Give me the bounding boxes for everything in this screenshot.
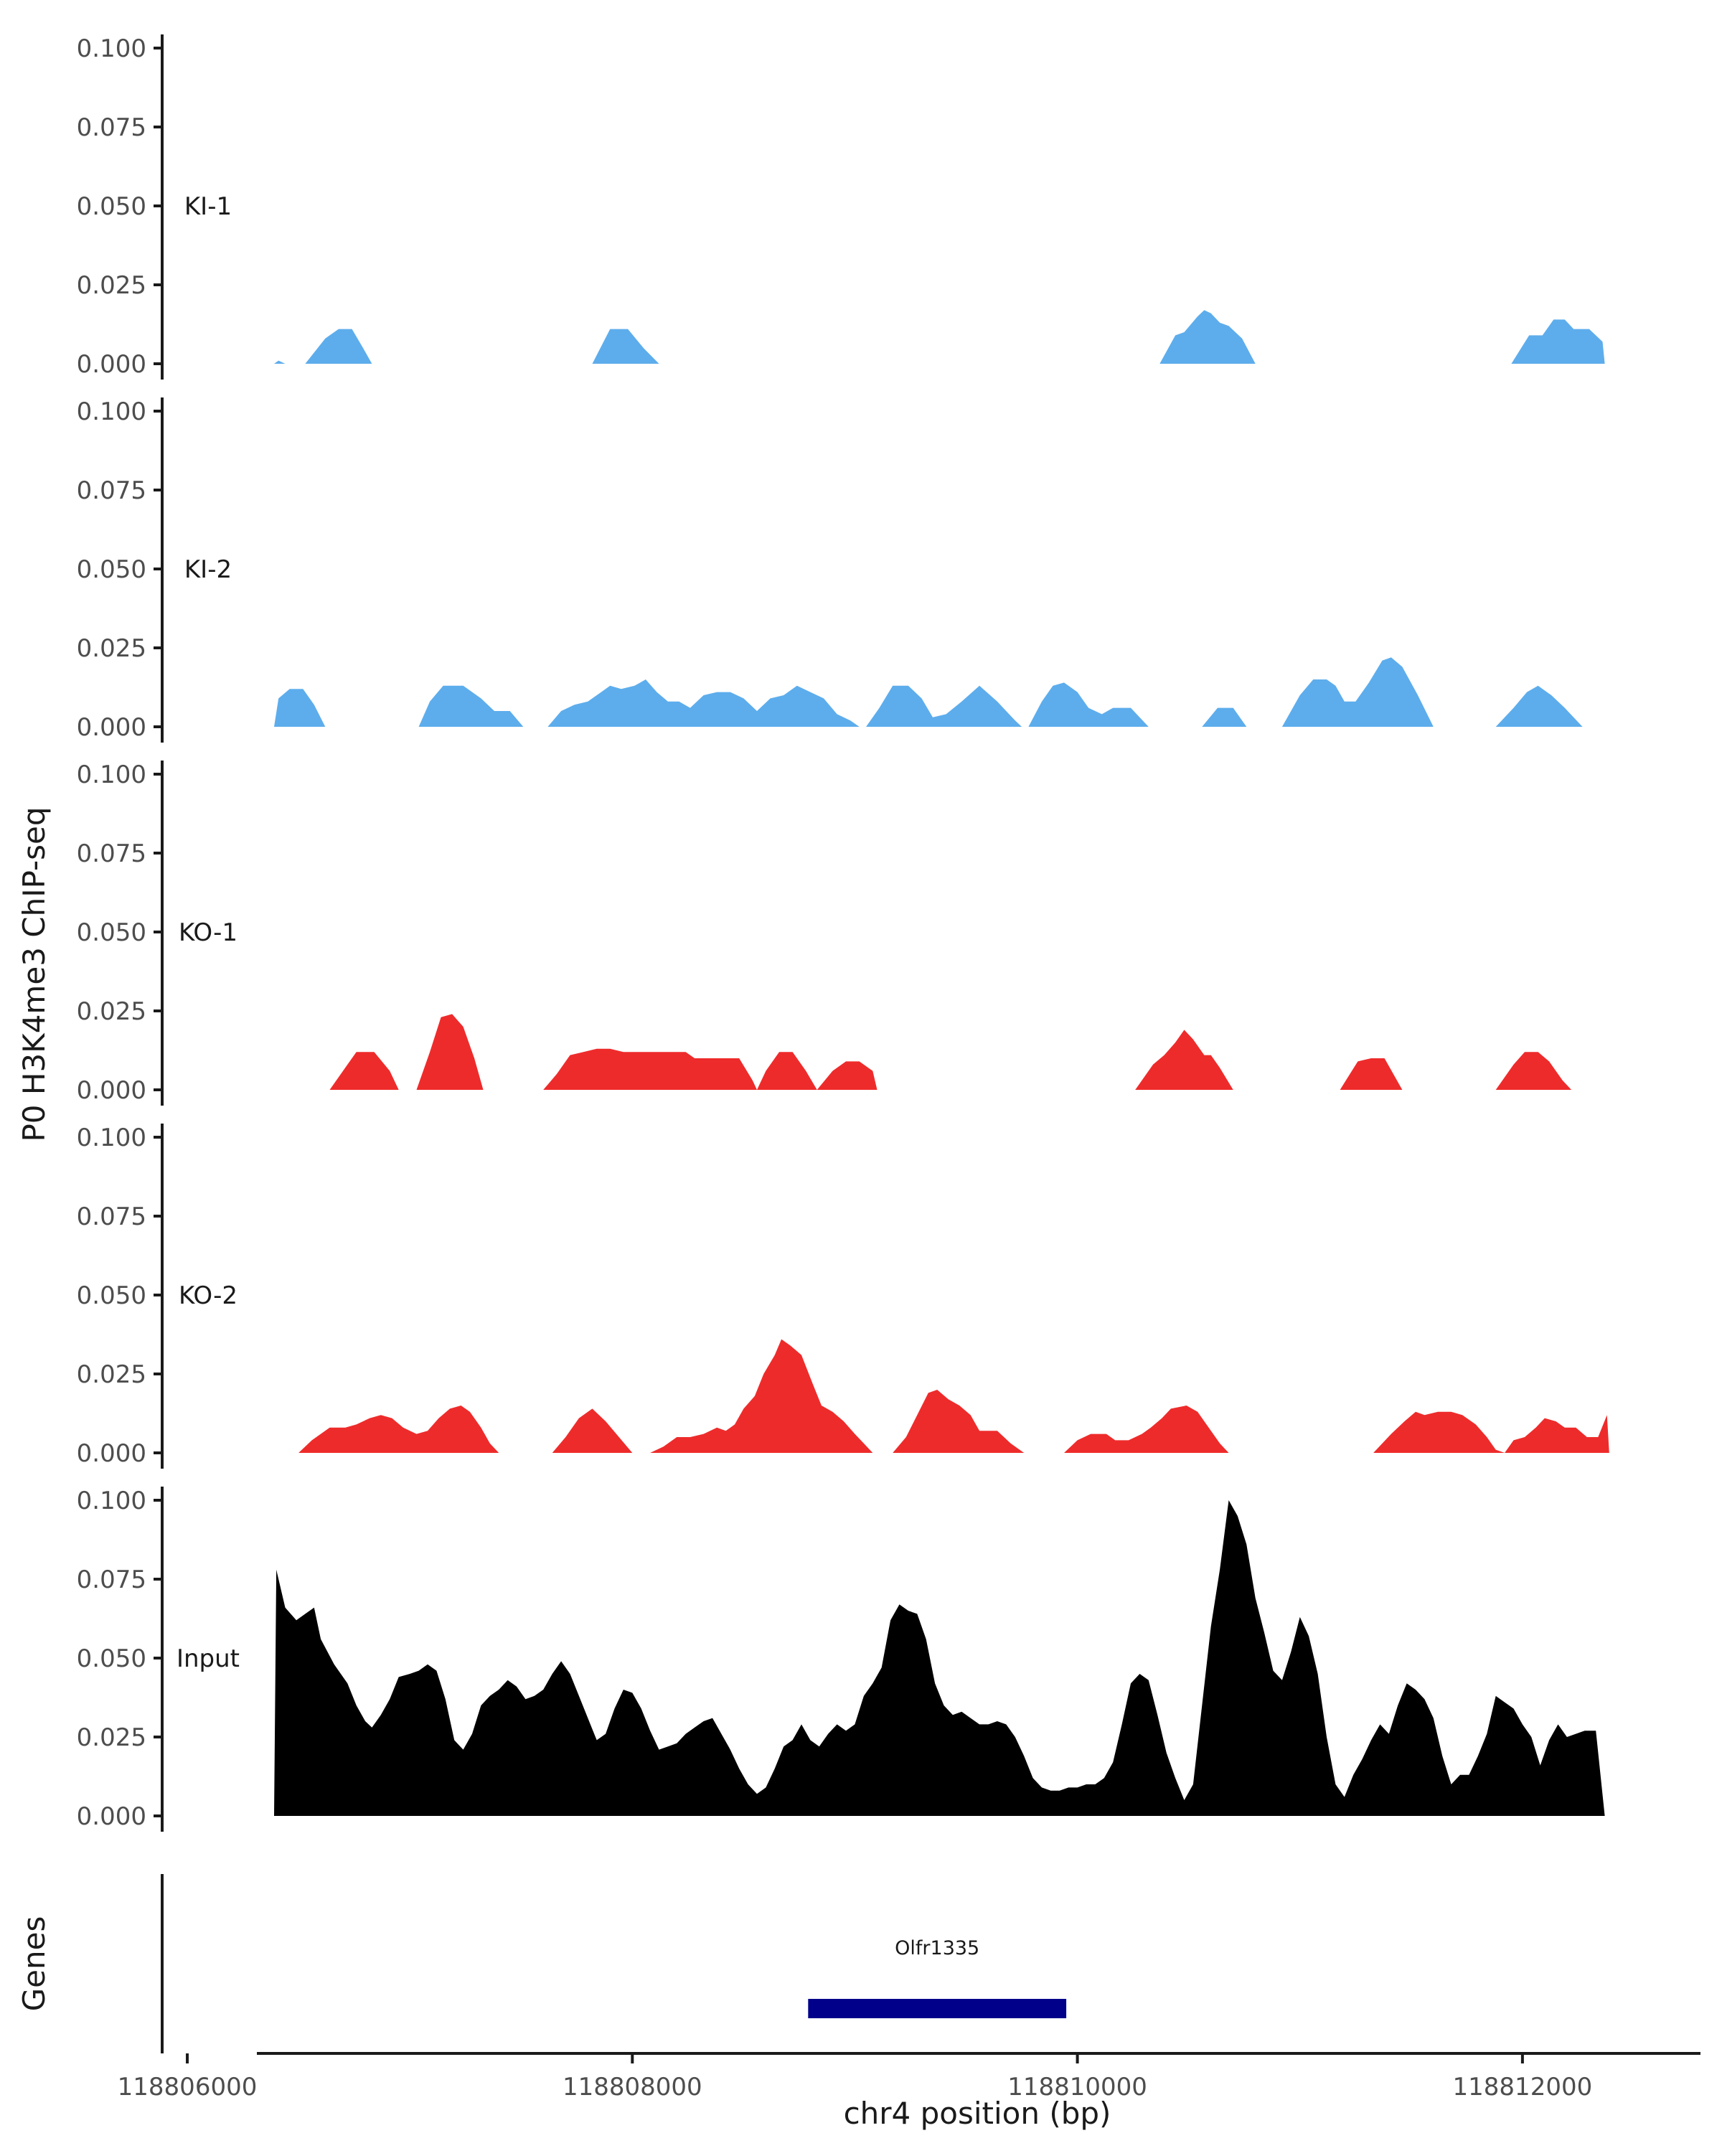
x-tick-label: 118812000	[1453, 2073, 1593, 2101]
coverage-area-ki-2	[274, 657, 1609, 727]
y-tick-label: 0.075	[77, 839, 146, 868]
y-tick-label: 0.000	[77, 1439, 146, 1468]
y-tick-label: 0.050	[77, 1281, 146, 1310]
y-tick-label: 0.025	[77, 997, 146, 1026]
track-panel-ki-1: 0.000 0.025 0.050 0.075 0.100 KI-1	[77, 34, 1605, 380]
x-tick-label: 118806000	[118, 2073, 258, 2101]
x-tick-label: 118808000	[563, 2073, 702, 2101]
y-tick-label: 0.050	[77, 918, 146, 947]
y-axis-title: P0 H3K4me3 ChIP-seq	[17, 806, 52, 1141]
y-tick-label: 0.075	[77, 113, 146, 142]
y-tick-label: 0.050	[77, 192, 146, 221]
y-tick-label: 0.050	[77, 1644, 146, 1673]
coverage-area-ki-1	[274, 310, 1605, 364]
y-tick-label: 0.000	[77, 1076, 146, 1105]
coverage-area-ko-1	[329, 1014, 1572, 1090]
track-label: Input	[177, 1644, 240, 1673]
y-tick-label: 0.100	[77, 1124, 146, 1152]
y-tick-label: 0.025	[77, 634, 146, 663]
y-tick-label: 0.025	[77, 1723, 146, 1752]
y-tick-label: 0.050	[77, 555, 146, 584]
y-tick-label: 0.100	[77, 1487, 146, 1515]
track-panel-ko-1: 0.000 0.025 0.050 0.075 0.100 KO-1	[77, 761, 1572, 1106]
genes-panel-title: Genes	[17, 1916, 52, 2012]
track-panel-ko-2: 0.000 0.025 0.050 0.075 0.100 KO-2	[77, 1124, 1609, 1469]
y-tick-label: 0.075	[77, 1202, 146, 1231]
track-panel-input: 0.000 0.025 0.050 0.075 0.100 Input	[77, 1487, 1605, 1832]
y-tick-label: 0.100	[77, 397, 146, 426]
coverage-area-input	[274, 1500, 1605, 1816]
y-tick-label: 0.100	[77, 34, 146, 63]
y-tick-label: 0.100	[77, 761, 146, 789]
y-tick-label: 0.025	[77, 271, 146, 300]
track-panel-ki-2: 0.000 0.025 0.050 0.075 0.100 KI-2	[77, 397, 1609, 743]
x-axis-title: chr4 position (bp)	[844, 2096, 1111, 2131]
track-label: KI-2	[184, 555, 232, 584]
y-tick-label: 0.000	[77, 1802, 146, 1831]
track-label: KI-1	[184, 192, 232, 221]
track-label: KO-1	[179, 918, 237, 947]
y-tick-label: 0.075	[77, 1566, 146, 1594]
y-tick-label: 0.000	[77, 350, 146, 379]
track-label: KO-2	[179, 1281, 237, 1310]
coverage-area-ko-2	[298, 1339, 1609, 1453]
y-tick-label: 0.000	[77, 713, 146, 742]
x-tick-label: 118810000	[1007, 2073, 1147, 2101]
gene-label: Olfr1335	[895, 1937, 979, 1959]
y-tick-label: 0.025	[77, 1360, 146, 1389]
gene-bar-olfr1335	[808, 1999, 1067, 2018]
y-tick-label: 0.075	[77, 476, 146, 505]
